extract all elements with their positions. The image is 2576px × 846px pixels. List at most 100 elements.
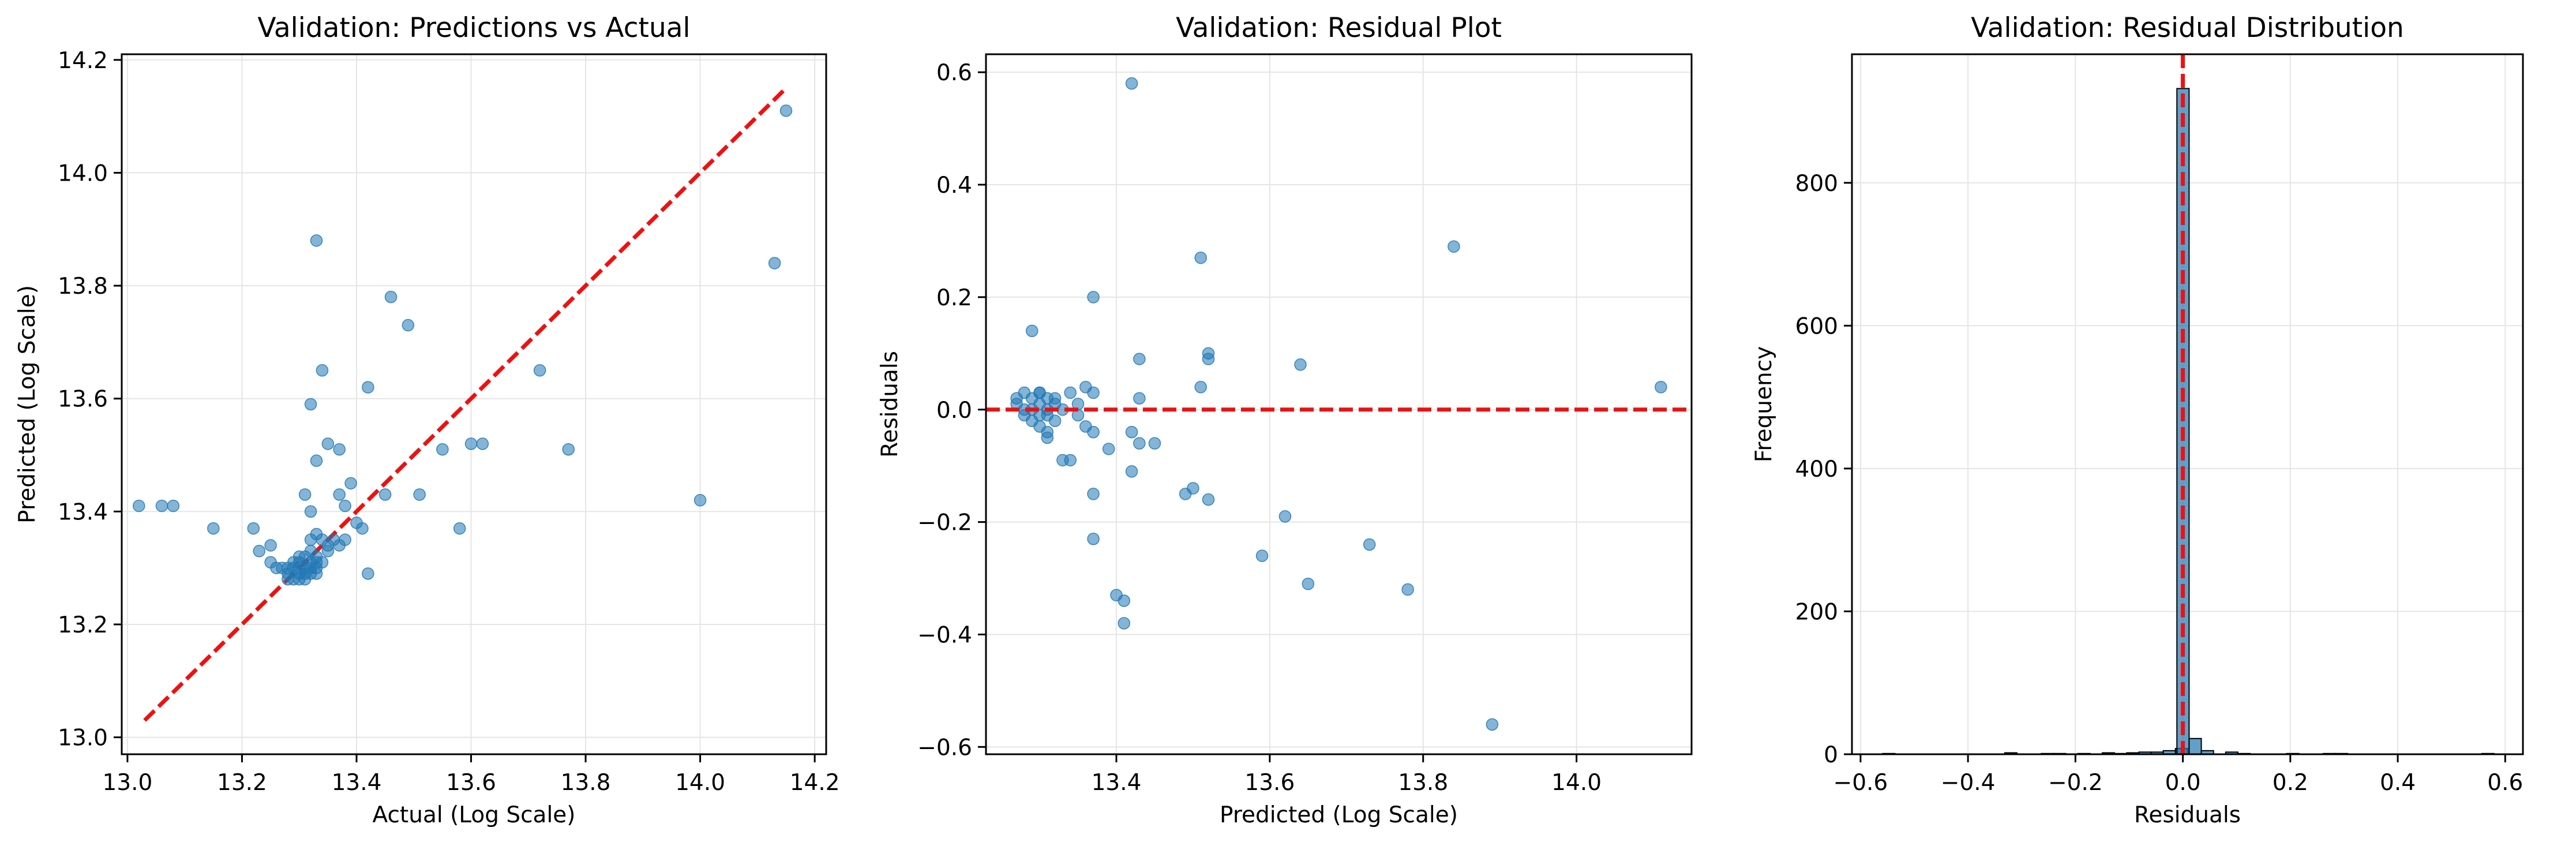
data-point [453, 522, 466, 535]
data-point [1448, 240, 1460, 253]
y-tick-label: 13.0 [58, 725, 108, 751]
data-point [1187, 482, 1199, 495]
x-tick-label: 13.2 [217, 770, 267, 796]
data-point [1294, 358, 1307, 371]
x-tick-label: 13.6 [1244, 770, 1295, 796]
data-point [1133, 392, 1146, 405]
x-tick-label: −0.2 [2048, 770, 2103, 796]
data-point [321, 437, 335, 450]
data-point [167, 499, 180, 512]
data-point [1064, 454, 1077, 467]
data-point [310, 454, 323, 467]
data-point [1202, 493, 1215, 506]
data-point [1064, 386, 1077, 399]
data-point [362, 567, 374, 580]
data-point [533, 364, 546, 377]
data-point [298, 488, 312, 501]
y-tick-label: 800 [1795, 171, 1838, 197]
data-point [1118, 617, 1131, 630]
x-tick-label: 0.0 [2165, 770, 2201, 796]
histogram-bars [1882, 88, 2495, 755]
y-tick-label: 0 [1824, 742, 1838, 768]
x-tick-label: 13.6 [446, 770, 496, 796]
data-point [304, 505, 317, 518]
data-point [1133, 437, 1146, 450]
data-point [339, 499, 351, 512]
data-point [310, 567, 323, 580]
data-point [304, 398, 317, 411]
data-point [1033, 386, 1046, 399]
scatter-panel-residual-plot: 13.4 13.6 13.8 14.0 −0.6 −0.4 −0.2 0.0 0.2 0.4 0.6… [877, 12, 1693, 828]
data-point [1655, 381, 1667, 394]
x-tick-label: 13.4 [332, 770, 382, 796]
data-point [1255, 549, 1269, 562]
data-points [133, 104, 793, 586]
reference-line [143, 87, 788, 722]
y-tick-label: 0.4 [936, 173, 972, 199]
x-tick-label: 14.0 [1551, 770, 1602, 796]
chart-title: Validation: Residual Distribution [1971, 12, 2404, 44]
y-tick-label: 0.2 [936, 285, 972, 311]
histogram-panel-residual-distribution: −0.6 −0.4 −0.2 0.0 0.2 0.4 0.6 0 200 400 600 800 Va… [1751, 12, 2524, 828]
data-point [402, 319, 415, 332]
histogram-bar [2188, 738, 2202, 755]
x-axis-label: Predicted (Log Scale) [1220, 802, 1458, 828]
data-point [1048, 414, 1062, 427]
y-tick-label: 400 [1795, 456, 1838, 482]
data-point [155, 499, 168, 512]
y-tick-label: 13.8 [58, 274, 108, 300]
x-tick-label: 14.0 [675, 770, 725, 796]
data-point [1486, 718, 1499, 731]
data-point [1087, 533, 1100, 545]
x-tick-label: −0.6 [1833, 770, 1888, 796]
data-point [562, 443, 575, 456]
y-tick-label: −0.6 [917, 735, 972, 761]
data-point [1125, 425, 1138, 439]
y-tick-label: 0.0 [936, 398, 972, 424]
data-point [1087, 386, 1100, 399]
data-point [1202, 347, 1215, 360]
x-tick-label: 13.8 [1398, 770, 1448, 796]
data-point [264, 539, 277, 552]
x-tick-label: 0.4 [2380, 770, 2416, 796]
data-point [207, 522, 220, 535]
data-point [1118, 594, 1131, 607]
data-point [356, 522, 369, 535]
data-point [1194, 381, 1207, 394]
x-tick-label: 14.2 [790, 770, 840, 796]
data-point [768, 257, 781, 269]
y-axis-label: Residuals [877, 351, 903, 458]
x-axis-label: Actual (Log Scale) [373, 802, 576, 828]
axis-ticks: 13.0 13.2 13.4 13.6 13.8 14.0 14.2 13.0 13.2 13.4… [58, 48, 839, 796]
data-point [779, 104, 793, 117]
y-tick-label: 0.6 [936, 60, 972, 86]
data-point [316, 556, 329, 569]
scatter-panel-predictions-vs-actual: 13.0 13.2 13.4 13.6 13.8 14.0 14.2 13.0 13.2 13.4… [14, 12, 840, 828]
data-point [1087, 488, 1100, 500]
y-tick-label: −0.4 [917, 622, 972, 648]
data-point [1401, 583, 1414, 596]
data-point [298, 573, 312, 586]
data-point [344, 477, 357, 490]
data-point [436, 443, 449, 456]
x-axis-label: Residuals [2134, 802, 2241, 828]
data-point [316, 364, 329, 377]
data-point [476, 437, 489, 450]
data-point [339, 533, 351, 546]
data-point [333, 488, 346, 501]
data-point [362, 381, 374, 394]
y-tick-label: −0.2 [917, 510, 972, 536]
data-point [413, 488, 426, 501]
y-axis-label: Predicted (Log Scale) [14, 285, 40, 523]
data-point [333, 443, 346, 456]
data-point [1125, 77, 1138, 90]
y-tick-label: 13.4 [58, 499, 108, 525]
data-point [1148, 437, 1161, 450]
chart-title: Validation: Predictions vs Actual [257, 12, 690, 44]
y-tick-label: 200 [1795, 599, 1838, 625]
x-tick-label: 13.4 [1092, 770, 1142, 796]
y-tick-label: 14.2 [58, 48, 108, 74]
data-point [1125, 465, 1138, 478]
data-point [133, 499, 145, 512]
